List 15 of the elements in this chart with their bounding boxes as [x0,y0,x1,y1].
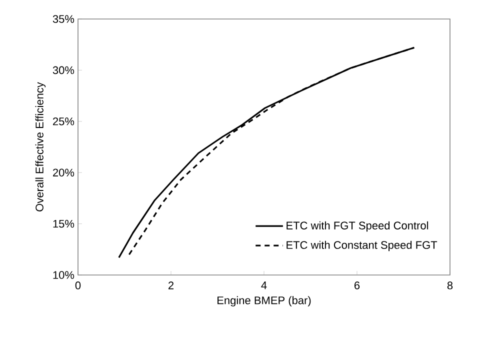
y-axis-title: Overall Effective Efficiency [35,82,46,212]
y-tick-label: 30% [52,66,74,74]
x-axis-title: Engine BMEP (bar) [218,296,311,306]
x-tick-label: 4 [261,282,267,290]
y-tick-label: 20% [53,168,74,176]
x-tick-label: 6 [354,282,360,290]
legend-label: ETC with FGT Speed Control [286,221,428,232]
y-tick-label: 35% [52,15,74,23]
x-tick-label: 0 [75,282,81,290]
y-tick-label: 10% [53,271,74,279]
x-tick-label: 8 [447,282,453,290]
x-tick-label: 2 [168,282,174,290]
legend-label: ETC with Constant Speed FGT [286,240,438,252]
y-tick-label: 15% [53,220,74,228]
y-tick-label: 25% [53,118,74,126]
